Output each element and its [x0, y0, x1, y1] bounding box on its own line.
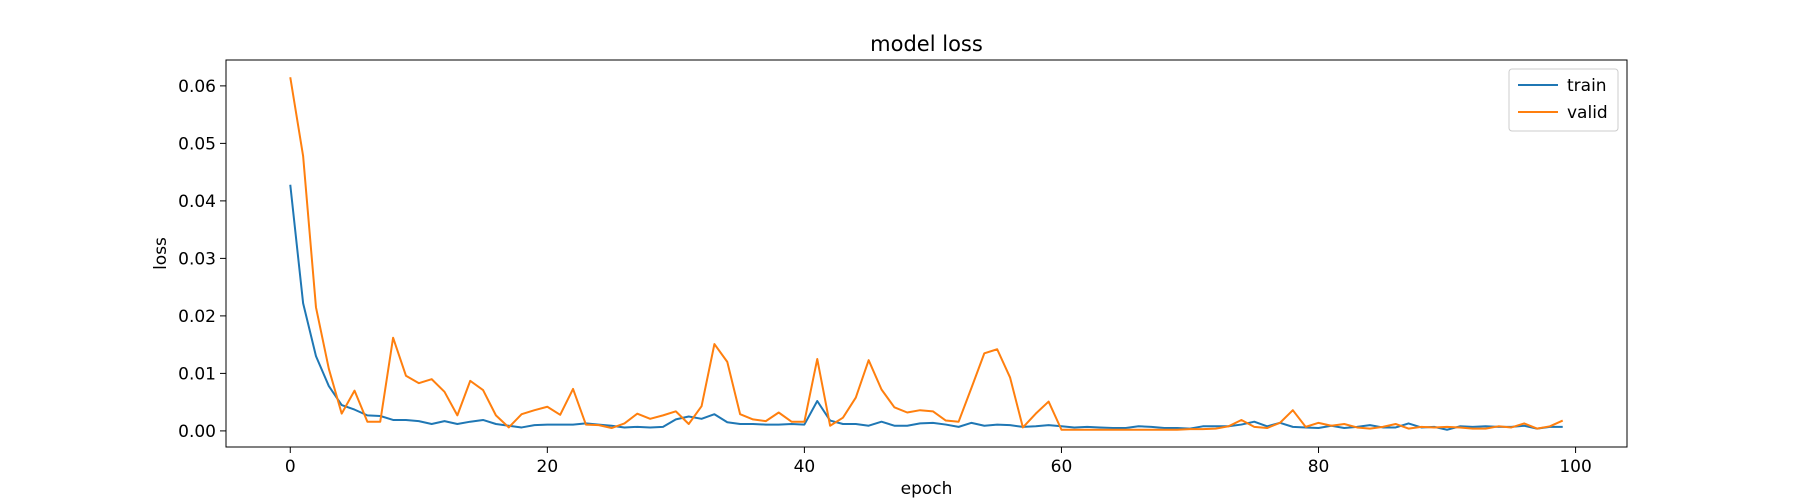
x-axis-label: epoch — [901, 479, 953, 499]
y-tick-label: 0.06 — [178, 77, 216, 97]
plot-area-frame — [225, 59, 1628, 448]
y-tick-label: 0.04 — [178, 192, 216, 212]
y-tick-label: 0.01 — [178, 364, 216, 384]
x-tick-label: 100 — [1559, 457, 1591, 477]
legend: train valid — [1508, 68, 1619, 132]
y-axis-label: loss — [151, 237, 171, 270]
series-line-valid — [289, 77, 1564, 431]
y-tick-label: 0.02 — [178, 307, 216, 327]
legend-label-valid: valid — [1567, 103, 1608, 123]
x-tick-label: 40 — [794, 457, 816, 477]
x-tick-label: 80 — [1308, 457, 1330, 477]
axis-ticks: 0 20 40 60 80 100 0.00 0.01 0.02 0.03 0.04 0.05 0.06 — [178, 77, 1592, 477]
chart-title: model loss — [870, 32, 983, 56]
legend-label-train: train — [1567, 76, 1607, 96]
x-tick-label: 20 — [537, 457, 559, 477]
y-tick-label: 0.03 — [178, 249, 216, 269]
y-tick-label: 0.05 — [178, 134, 216, 154]
y-tick-label: 0.00 — [178, 422, 216, 442]
series-lines — [289, 77, 1564, 431]
series-line-train — [289, 184, 1563, 431]
x-tick-label: 60 — [1051, 457, 1073, 477]
x-tick-label: 0 — [285, 457, 296, 477]
